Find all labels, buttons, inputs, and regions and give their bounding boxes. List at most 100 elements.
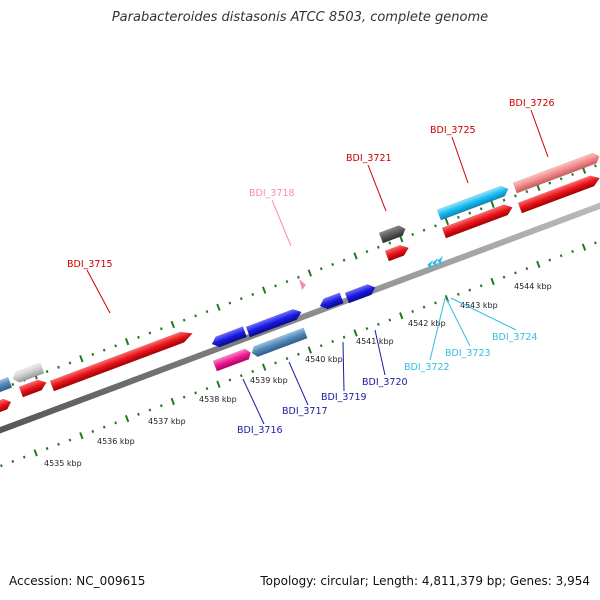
upper-ring-tick <box>594 164 597 168</box>
upper-ring-tick <box>124 337 130 346</box>
lower-ring-tick <box>170 397 175 406</box>
kbp-tick-label: 4539 kbp <box>250 376 288 385</box>
lower-ring-tick <box>468 288 472 292</box>
kbp-tick-label: 4536 kbp <box>97 437 135 446</box>
accession-text: Accession: NC_009615 <box>9 574 146 588</box>
lower-ring-tick <box>124 414 130 423</box>
lower-ring-tick <box>68 438 72 442</box>
gene-arrow-magenta-shape <box>212 348 251 372</box>
upper-ring-tick <box>331 262 335 266</box>
gene-arrow-salmon <box>512 152 600 194</box>
gene-arrow-grey <box>378 225 406 244</box>
lower-ring-tick <box>79 432 84 440</box>
lower-ring-tick <box>502 275 506 279</box>
upper-ring-tick <box>285 280 289 284</box>
gene-arrow-salmon-shape <box>512 152 600 194</box>
lower-ring-tick <box>274 361 277 365</box>
upper-ring-tick <box>205 310 209 314</box>
gene-arrow-bdi-3726-shape <box>517 175 600 214</box>
gene-arrow-bdi-3726 <box>517 175 600 214</box>
lower-ring-tick <box>137 412 140 416</box>
upper-ring-tick <box>68 361 72 365</box>
gene-arrow-forward <box>384 244 409 262</box>
lower-ring-tick <box>594 241 597 245</box>
map-title: Parabacteroides distasonis ATCC 8503, co… <box>111 10 489 25</box>
upper-ring-tick <box>342 258 346 262</box>
upper-ring-tick <box>490 200 495 209</box>
lower-ring-tick <box>45 447 49 451</box>
upper-ring-tick <box>479 207 483 211</box>
upper-ring-tick <box>365 250 369 254</box>
gene-arrow-forward <box>18 379 47 398</box>
upper-ring-tick <box>194 314 197 318</box>
upper-ring-tick <box>45 370 49 374</box>
upper-ring-tick <box>274 284 277 288</box>
gene-arrow-forward-shape <box>0 398 12 414</box>
gene-marker-cyan <box>432 258 438 268</box>
gene-label-bdi-3719: BDI_3719 <box>321 392 367 403</box>
leader-line <box>271 199 292 247</box>
gene-label-bdi-3717: BDI_3717 <box>282 406 328 417</box>
gene-marker-cyan <box>427 260 433 270</box>
leader-line <box>451 136 469 184</box>
gene-label-bdi-3715: BDI_3715 <box>67 259 113 270</box>
kbp-tick-label: 4535 kbp <box>44 459 82 468</box>
gene-label-bdi-3726: BDI_3726 <box>509 98 555 109</box>
upper-ring-tick <box>514 194 517 198</box>
upper-ring-tick <box>434 224 437 228</box>
upper-ring-tick <box>57 365 60 369</box>
lower-ring-tick <box>319 344 323 348</box>
upper-ring-tick <box>422 228 426 232</box>
upper-ring-tick <box>79 355 84 363</box>
gene-arrow-reverse <box>211 326 248 348</box>
lower-ring-tick <box>525 267 529 271</box>
upper-ring-tick <box>261 286 267 294</box>
gene-label-bdi-3722: BDI_3722 <box>404 362 450 373</box>
lower-ring-tick <box>182 395 186 399</box>
lower-ring-tick <box>159 404 163 408</box>
upper-ring-tick <box>91 352 95 356</box>
gene-label-bdi-3723: BDI_3723 <box>445 348 491 359</box>
lower-ring-tick <box>285 357 289 361</box>
leader-line <box>446 299 471 347</box>
upper-ring-tick <box>456 215 460 219</box>
gene-label-bdi-3716: BDI_3716 <box>237 425 283 436</box>
gene-arrow-steel <box>251 327 308 358</box>
gene-arrow-cyan <box>436 185 509 221</box>
upper-ring-tick <box>182 318 186 322</box>
gene-marker-bdi-3718 <box>299 279 306 290</box>
lower-ring-tick <box>33 449 38 457</box>
leader-line <box>530 109 549 158</box>
gene-arrow-steel-shape <box>251 327 308 358</box>
gene-label-bdi-3720: BDI_3720 <box>362 377 408 388</box>
leader-line <box>242 378 265 425</box>
lower-ring-tick <box>536 260 541 268</box>
lower-ring-tick <box>11 459 15 463</box>
gene-label-bdi-3725: BDI_3725 <box>430 125 476 136</box>
lower-ring-tick <box>91 429 95 433</box>
gene-label-bdi-3724: BDI_3724 <box>492 332 538 343</box>
lower-ring-tick <box>261 363 267 371</box>
gene-arrow-forward-shape <box>18 379 47 398</box>
kbp-tick-label: 4544 kbp <box>514 282 552 291</box>
leader-line <box>367 164 387 212</box>
upper-ring-tick <box>377 245 380 249</box>
lower-ring-tick <box>479 284 483 288</box>
upper-ring-tick <box>525 190 529 194</box>
kbp-tick-label: 4543 kbp <box>460 301 498 310</box>
lower-ring-tick <box>548 258 552 262</box>
upper-ring-tick <box>114 344 118 348</box>
upper-ring-tick <box>159 327 163 331</box>
lower-ring-tick <box>434 301 437 305</box>
upper-ring-tick <box>228 301 232 305</box>
upper-ring-tick <box>388 241 392 245</box>
gene-arrow-reverse-shape <box>245 309 302 338</box>
gene-arrow-reverse <box>245 309 302 338</box>
upper-ring-tick <box>559 177 563 181</box>
gene-marker-cyan <box>437 256 443 266</box>
lower-ring-tick <box>239 374 243 378</box>
upper-ring-tick <box>216 303 221 311</box>
leader-line <box>288 361 309 406</box>
upper-ring-tick <box>170 320 175 329</box>
